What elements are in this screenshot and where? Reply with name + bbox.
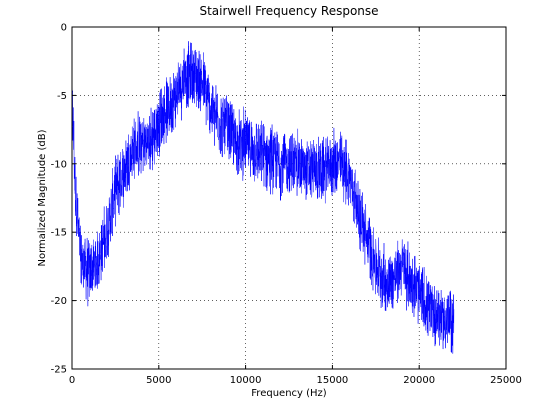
y-tick-label: -10 [51, 159, 67, 170]
y-tick-label: -5 [57, 91, 67, 102]
x-tick-label: 5000 [146, 375, 171, 386]
plot-frame [71, 26, 507, 370]
x-tick-label: 20000 [403, 375, 435, 386]
x-tick-label: 10000 [230, 375, 262, 386]
series-trace [72, 41, 455, 354]
y-tick-label: -20 [51, 296, 67, 307]
y-tick-label: -25 [51, 365, 67, 376]
y-axis-label: Normalized Magnitude (dB) [37, 129, 48, 266]
axis-ticks: 0 5000 10000 15000 20000 25000 0 -5 -10 -15 -20 -25 [51, 23, 522, 387]
chart-title: Stairwell Frequency Response [199, 4, 378, 18]
y-tick-label: -15 [51, 228, 67, 239]
x-tick-label: 0 [69, 375, 75, 386]
y-tick-label: 0 [61, 23, 67, 34]
x-tick-label: 25000 [490, 375, 522, 386]
x-axis-label: Frequency (Hz) [251, 388, 327, 399]
x-tick-label: 15000 [316, 375, 348, 386]
